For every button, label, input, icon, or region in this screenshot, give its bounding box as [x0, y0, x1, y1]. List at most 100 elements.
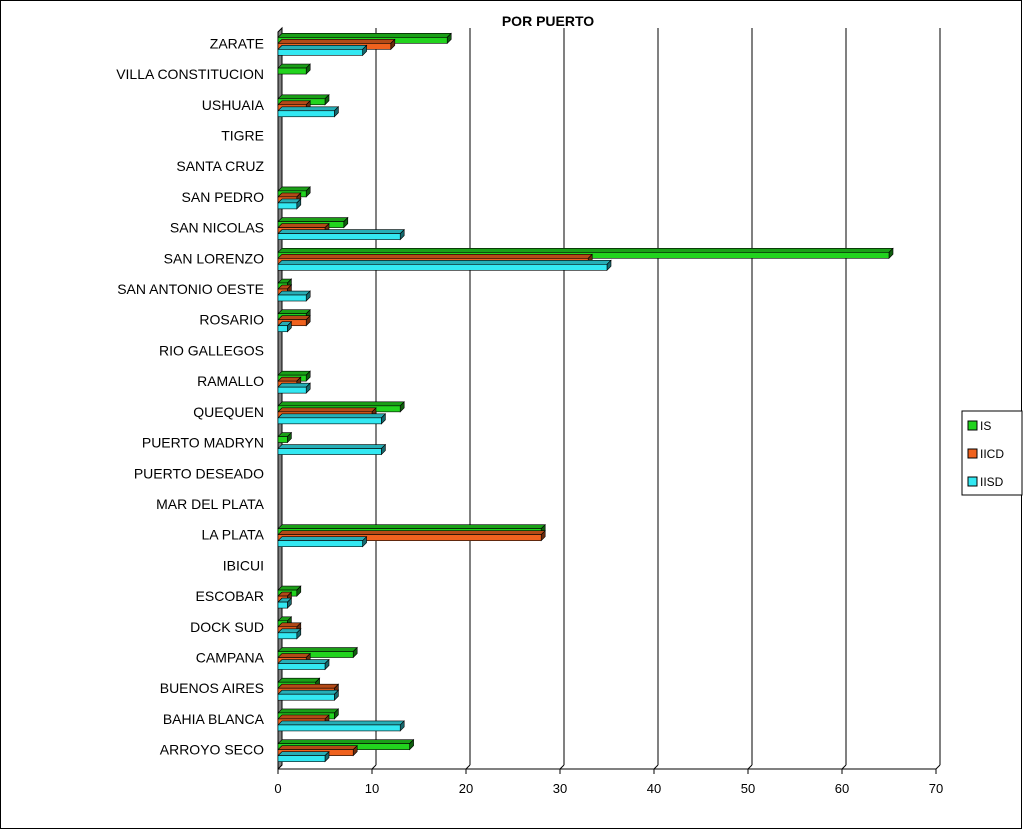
legend: IS IICD IISD — [961, 410, 1023, 496]
category-label: IBICUI — [223, 557, 264, 573]
bar-front-face — [277, 448, 382, 455]
bar-iisd — [277, 44, 368, 57]
bar-iisd — [277, 597, 293, 609]
gridline-foot — [465, 764, 471, 770]
bar-top-face — [277, 370, 311, 376]
bar-front-face — [277, 755, 326, 762]
bar-front-face — [277, 294, 307, 302]
category-label: ROSARIO — [199, 312, 264, 328]
bar-top-face — [277, 714, 330, 720]
bar-top-face — [277, 536, 368, 541]
bar-top-face — [277, 33, 452, 38]
bar-iisd — [277, 228, 405, 241]
category-label: VILLA CONSTITUCION — [116, 66, 264, 82]
category-label: SAN NICOLAS — [170, 220, 264, 236]
category-label: TIGRE — [221, 127, 264, 143]
bar-front-face — [277, 663, 326, 670]
left-wall — [277, 26, 283, 771]
bar-front-face — [277, 49, 363, 56]
legend-swatch — [967, 448, 978, 459]
bar-top-face — [277, 739, 415, 744]
bar-front-face — [277, 386, 307, 394]
x-tick-label: 50 — [741, 781, 755, 796]
bar-top-face — [277, 248, 894, 253]
bar-top-face — [277, 229, 405, 234]
bar-iicd — [277, 529, 546, 542]
x-tick-label: 60 — [835, 781, 849, 796]
bar-iisd — [277, 382, 311, 394]
bar-front-face — [277, 264, 608, 271]
bar-top-face — [277, 382, 311, 388]
legend-swatch — [967, 476, 978, 487]
bar-top-face — [277, 708, 340, 714]
bar-iisd — [277, 413, 387, 425]
bar-is — [277, 646, 358, 659]
x-tick-label: 20 — [459, 781, 473, 796]
grid-lines — [371, 28, 941, 770]
bar-top-face — [277, 647, 358, 652]
bar-iisd — [277, 720, 405, 732]
bar-front-face — [277, 233, 401, 240]
bar-front-face — [277, 436, 288, 443]
bar-front-face — [277, 417, 382, 425]
category-label: CAMPANA — [196, 650, 265, 666]
category-label: SAN PEDRO — [182, 189, 265, 205]
bar-iisd — [277, 535, 368, 548]
bar-top-face — [277, 677, 321, 683]
category-label: SAN ANTONIO OESTE — [117, 281, 264, 297]
category-label: ZARATE — [210, 35, 264, 51]
bar-top-face — [277, 260, 612, 265]
bar-top-face — [277, 401, 405, 407]
bar-top-face — [277, 186, 311, 192]
category-label: SAN LORENZO — [164, 250, 264, 266]
bar-iisd — [277, 689, 340, 701]
bar-top-face — [277, 315, 311, 321]
gridline-foot — [747, 764, 753, 770]
bar-front-face — [277, 319, 307, 327]
x-tick-labels: 0 10 20 30 40 50 60 70 — [274, 781, 943, 796]
bar-iisd — [277, 443, 387, 456]
bar-front-face — [277, 693, 335, 701]
bar-top-face — [277, 444, 387, 449]
bar-iisd — [277, 628, 302, 640]
bar-top-face — [277, 94, 330, 100]
x-tick-label: 70 — [929, 781, 943, 796]
category-label: RAMALLO — [197, 373, 264, 389]
bar-iisd — [277, 198, 302, 210]
bar-front-face — [277, 651, 354, 658]
x-tick-label: 30 — [553, 781, 567, 796]
bar-front-face — [277, 202, 298, 210]
bar-top-face — [277, 720, 405, 726]
bar-top-face — [277, 689, 340, 695]
gridline-foot — [935, 764, 941, 770]
gridline-foot — [653, 764, 659, 770]
chart-title: POR PUERTO — [502, 13, 594, 29]
bar-iisd — [277, 750, 330, 763]
category-label: QUEQUEN — [193, 404, 264, 420]
bar-front-face — [277, 534, 542, 541]
bar-top-face — [277, 223, 330, 228]
gridline-foot — [559, 764, 565, 770]
category-label: PUERTO MADRYN — [142, 435, 264, 451]
bar-top-face — [277, 39, 396, 44]
x-tick-label: 40 — [647, 781, 661, 796]
category-label: BUENOS AIRES — [160, 680, 264, 696]
category-label: USHUAIA — [202, 97, 265, 113]
bar-iisd — [277, 290, 311, 302]
category-label: MAR DEL PLATA — [156, 496, 265, 512]
category-label: LA PLATA — [201, 527, 264, 543]
bar-front-face — [277, 540, 363, 547]
bar-is — [277, 63, 311, 75]
bar-top-face — [277, 524, 546, 529]
bar-top-face — [277, 407, 377, 413]
legend-label: IISD — [980, 475, 1004, 489]
bar-top-face — [277, 254, 593, 259]
x-tick-label: 0 — [274, 781, 281, 796]
bar-iisd — [277, 321, 293, 333]
bar-top-face — [277, 653, 311, 658]
bar-iisd — [277, 658, 330, 671]
bar-top-face — [277, 413, 387, 419]
bar-top-face — [277, 745, 358, 750]
bar-iicd — [277, 315, 311, 327]
bar-front-face — [277, 632, 298, 640]
